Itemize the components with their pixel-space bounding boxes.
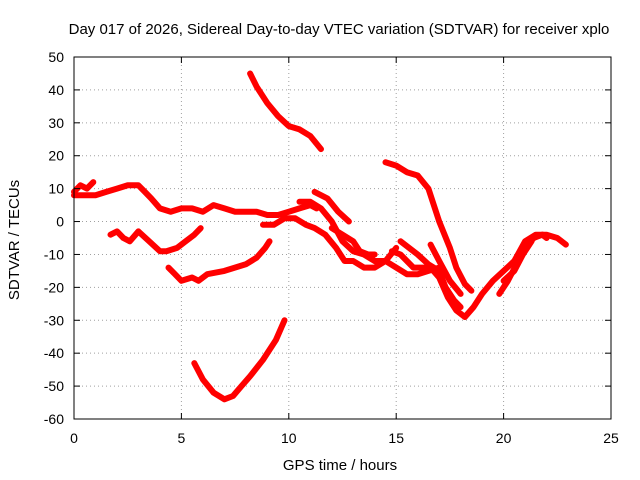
y-tick-label: -50: [44, 378, 64, 394]
series-arc-6: [247, 70, 324, 153]
series-arc-5: [191, 317, 288, 403]
y-axis-label: SDTVAR / TECUs: [6, 180, 23, 300]
y-tick-label: -10: [44, 246, 64, 262]
series-arc-11: [382, 159, 475, 294]
series-arc-9: [311, 188, 352, 225]
x-tick-label: 15: [388, 430, 404, 446]
x-tick-label: 0: [70, 430, 78, 446]
y-tick-label: 20: [48, 148, 64, 164]
plot-frame: [73, 56, 612, 420]
y-tick-label: 0: [56, 214, 64, 230]
axis-ticks: [73, 56, 612, 420]
series-arc-3: [107, 225, 204, 255]
y-tick-label: -40: [44, 345, 64, 361]
y-tick-label: 30: [48, 115, 64, 131]
x-tick-label: 25: [603, 430, 619, 446]
series-arc-2: [71, 179, 97, 195]
x-tick-label: 20: [496, 430, 512, 446]
series-arc-7: [260, 215, 400, 271]
y-tick-label: 50: [48, 49, 64, 65]
series-arc-16: [500, 238, 535, 284]
series-arc-1: [71, 182, 320, 218]
y-tick-label: -60: [44, 411, 64, 427]
x-tick-label: 5: [178, 430, 186, 446]
y-tick-labels: -60 -50 -40 -30 -20 -10 0 10 20 30 40 50: [44, 49, 64, 427]
y-tick-label: -20: [44, 279, 64, 295]
y-tick-label: 10: [48, 181, 64, 197]
series-arc-10: [328, 225, 378, 258]
y-tick-label: 40: [48, 82, 64, 98]
x-axis-label: GPS time / hours: [283, 457, 397, 474]
series-arc-4: [165, 238, 273, 284]
chart-title: Day 017 of 2026, Sidereal Day-to-day VTE…: [69, 21, 610, 38]
x-tick-label: 10: [281, 430, 297, 446]
x-tick-labels: 0 5 10 15 20 25: [70, 430, 619, 446]
series-arc-8: [296, 198, 443, 278]
series-arc-13: [397, 238, 464, 311]
data-series: [71, 70, 569, 403]
series-arc-14: [427, 241, 464, 297]
y-tick-label: -30: [44, 312, 64, 328]
